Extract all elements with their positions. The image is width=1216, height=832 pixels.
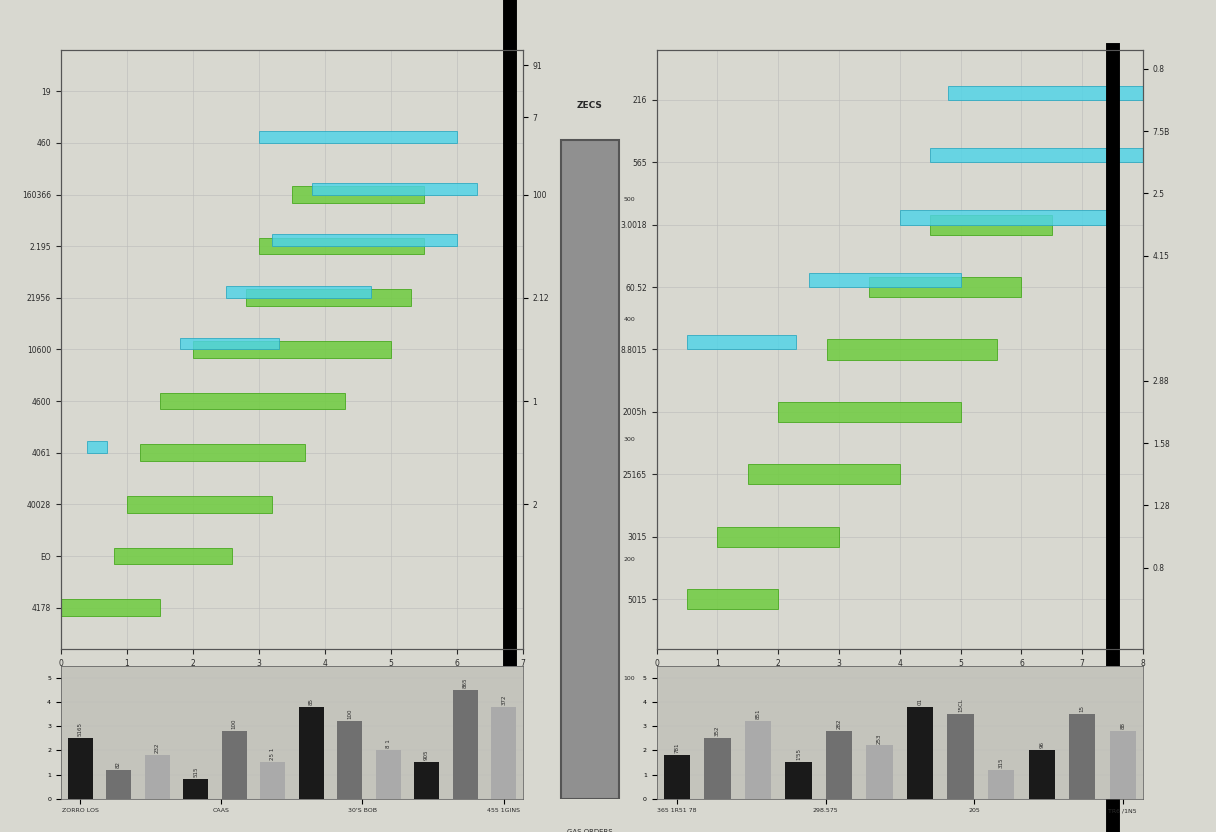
Bar xyxy=(311,183,477,195)
Bar xyxy=(68,738,92,799)
Bar xyxy=(140,444,305,461)
Text: 905: 905 xyxy=(424,750,429,760)
Text: 100: 100 xyxy=(347,709,353,720)
Bar xyxy=(113,547,232,564)
Bar xyxy=(826,731,852,799)
Text: 88: 88 xyxy=(1120,722,1125,729)
Bar xyxy=(184,780,208,799)
Text: 5165: 5165 xyxy=(78,722,83,736)
Bar xyxy=(145,755,169,799)
Text: 282: 282 xyxy=(837,719,841,729)
Bar xyxy=(900,210,1113,225)
Text: 400: 400 xyxy=(624,317,636,322)
Bar xyxy=(704,738,731,799)
Bar xyxy=(987,770,1014,799)
Bar xyxy=(299,706,323,799)
Bar xyxy=(907,706,934,799)
Bar xyxy=(778,402,961,422)
Bar xyxy=(260,762,285,799)
Bar xyxy=(930,215,1052,235)
X-axis label: PERFORMANCE REALITY: PERFORMANCE REALITY xyxy=(221,672,362,682)
Bar xyxy=(948,86,1216,100)
Bar xyxy=(866,745,893,799)
Text: 8 1: 8 1 xyxy=(385,740,390,748)
Bar xyxy=(748,464,900,484)
Bar xyxy=(1069,714,1096,799)
Bar xyxy=(337,721,362,799)
Bar xyxy=(930,148,1186,162)
Bar xyxy=(272,235,457,246)
Text: 500: 500 xyxy=(624,197,636,202)
Bar xyxy=(491,706,516,799)
Text: 200: 200 xyxy=(624,557,636,562)
FancyBboxPatch shape xyxy=(561,140,619,799)
Text: 1'55: 1'55 xyxy=(796,749,801,760)
Text: 315: 315 xyxy=(998,757,1003,768)
Text: 352: 352 xyxy=(715,726,720,736)
Bar xyxy=(786,762,812,799)
Text: 85: 85 xyxy=(309,698,314,705)
Bar xyxy=(452,690,478,799)
Bar xyxy=(246,290,411,306)
Bar xyxy=(61,599,159,616)
Bar xyxy=(1109,731,1136,799)
Text: 851: 851 xyxy=(755,709,760,720)
Text: 01: 01 xyxy=(918,698,923,705)
Bar xyxy=(259,131,457,143)
Bar xyxy=(376,750,400,799)
Text: 100: 100 xyxy=(231,719,237,729)
Text: ZECS: ZECS xyxy=(576,101,603,110)
Bar xyxy=(869,277,1021,297)
Bar xyxy=(106,770,131,799)
Bar xyxy=(88,441,107,453)
Bar xyxy=(947,714,974,799)
Bar xyxy=(221,731,247,799)
Text: 300: 300 xyxy=(624,437,636,442)
Bar xyxy=(193,341,390,358)
Text: 253: 253 xyxy=(877,733,882,744)
Bar xyxy=(126,496,272,513)
Bar xyxy=(1029,750,1054,799)
Bar xyxy=(687,335,796,349)
Text: 781: 781 xyxy=(675,743,680,753)
Bar xyxy=(687,589,778,609)
X-axis label: PROBABILITY ROLLLIBY: PROBABILITY ROLLLIBY xyxy=(832,672,968,682)
Text: 515: 515 xyxy=(193,767,198,777)
Bar xyxy=(180,338,278,349)
Text: 372: 372 xyxy=(501,695,506,705)
Text: 232: 232 xyxy=(154,743,159,753)
Text: 15: 15 xyxy=(1080,705,1085,712)
Bar xyxy=(717,527,839,547)
Bar xyxy=(809,273,961,287)
Text: 100: 100 xyxy=(624,676,636,681)
Bar xyxy=(259,238,424,255)
Bar xyxy=(827,339,997,359)
Text: 82: 82 xyxy=(116,760,122,768)
Bar xyxy=(744,721,771,799)
Text: 96: 96 xyxy=(1040,741,1045,748)
Text: 25 1: 25 1 xyxy=(270,748,275,760)
Text: GAS ORDERS: GAS ORDERS xyxy=(567,829,613,832)
Bar xyxy=(159,393,344,409)
Text: 865: 865 xyxy=(462,677,468,688)
Bar xyxy=(226,286,371,298)
Bar xyxy=(292,186,424,203)
Text: 15CL: 15CL xyxy=(958,698,963,712)
Bar xyxy=(664,755,691,799)
Bar xyxy=(415,762,439,799)
